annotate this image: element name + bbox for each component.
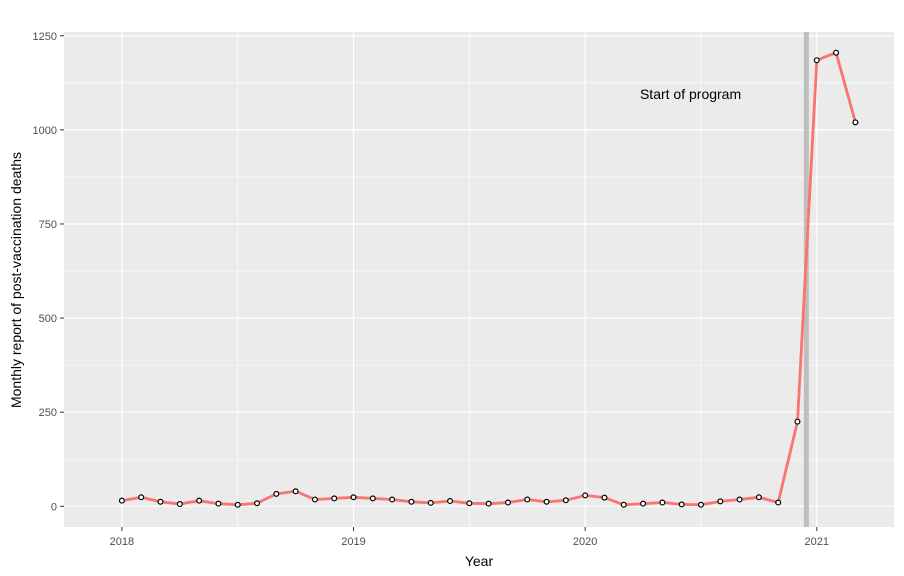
data-point (640, 500, 647, 507)
data-point (524, 496, 531, 503)
data-point (852, 119, 859, 126)
data-point (118, 497, 125, 504)
x-tick-label: 2020 (573, 536, 597, 548)
data-point (176, 501, 183, 508)
data-point (794, 418, 801, 425)
y-tick-label: 250 (39, 407, 57, 419)
data-point (311, 496, 318, 503)
grid (64, 32, 894, 527)
data-point (350, 494, 357, 501)
data-point (736, 496, 743, 503)
data-point (620, 501, 627, 508)
data-point (408, 498, 415, 505)
data-point (254, 500, 261, 507)
data-point (775, 499, 782, 506)
x-tick-label: 2021 (805, 536, 829, 548)
data-point (813, 57, 820, 64)
data-point (678, 501, 685, 508)
data-point (196, 497, 203, 504)
x-axis-ticks: 2018 2019 2020 2021 (110, 527, 829, 548)
y-tick-label: 0 (51, 501, 57, 513)
data-point (562, 497, 569, 504)
data-point (369, 495, 376, 502)
data-point (447, 498, 454, 505)
data-point (331, 495, 338, 502)
data-point (659, 499, 666, 506)
y-axis-ticks: 0 250 500 750 1000 1250 (33, 31, 64, 513)
data-point (234, 501, 241, 508)
data-point (215, 500, 222, 507)
data-point (755, 494, 762, 501)
data-point (389, 496, 396, 503)
data-point (157, 498, 164, 505)
data-point (543, 498, 550, 505)
x-tick-label: 2019 (341, 536, 365, 548)
data-point (292, 488, 299, 495)
annotation-start-of-program: Start of program (640, 86, 741, 102)
y-tick-label: 1000 (33, 125, 57, 137)
data-point (504, 499, 511, 506)
data-point (273, 490, 280, 497)
points-layer (118, 49, 859, 508)
data-point (582, 492, 589, 499)
data-point (833, 49, 840, 56)
data-point (138, 494, 145, 501)
panel-background (64, 32, 894, 527)
data-point (601, 494, 608, 501)
y-axis-title: Monthly report of post-vaccination death… (8, 152, 24, 408)
y-tick-label: 1250 (33, 31, 57, 43)
y-tick-label: 750 (39, 219, 57, 231)
data-point (466, 500, 473, 507)
data-point (717, 498, 724, 505)
x-axis-title: Year (465, 553, 494, 569)
data-point (485, 500, 492, 507)
data-point (697, 501, 704, 508)
data-point (427, 499, 434, 506)
x-tick-label: 2018 (110, 536, 134, 548)
y-tick-label: 500 (39, 313, 57, 325)
